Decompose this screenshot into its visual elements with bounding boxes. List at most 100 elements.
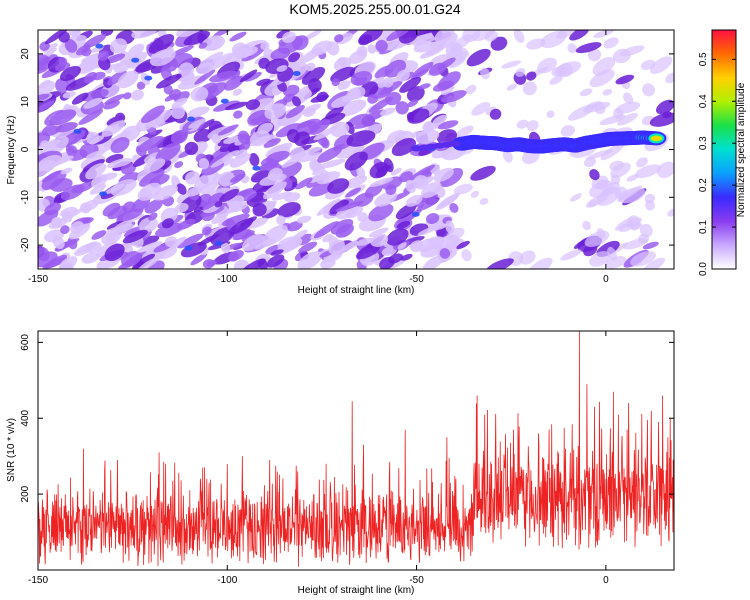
spectrogram-cell: [275, 123, 302, 138]
spectrogram-hotspot: [131, 57, 140, 63]
spectrogram-cell: [55, 122, 78, 133]
spectrogram-cell: [153, 184, 178, 201]
spectrogram-cell: [335, 204, 359, 220]
spectrogram-cell: [526, 71, 537, 81]
spectrogram-cell: [650, 56, 673, 74]
spectrogram-cell: [217, 124, 239, 136]
spectrogram-cell: [395, 101, 409, 115]
spectrogram-cell: [368, 227, 389, 238]
spectrogram-cell: [212, 30, 237, 38]
spectrogram-cell: [186, 186, 203, 197]
spectrogram-cell: [594, 102, 606, 115]
spectrogram-cell: [600, 142, 625, 161]
spectrogram-cell: [239, 141, 251, 152]
spectrogram-cell: [337, 80, 351, 90]
ridge-cell-peak: [652, 136, 661, 141]
spectrogram-cell: [106, 53, 126, 64]
bottom-x-tick-label: 0: [603, 575, 609, 586]
spectrogram-cell: [51, 216, 63, 228]
spectrogram-cell: [193, 129, 213, 143]
spectrogram-cell: [68, 30, 82, 36]
spectrogram-hotspot: [73, 128, 82, 134]
spectrogram-cell: [439, 167, 464, 188]
spectrogram-cell: [38, 100, 55, 114]
spectrogram-cell: [174, 203, 189, 213]
spectrogram-cell: [375, 39, 388, 53]
spectrogram-cell: [436, 129, 458, 145]
spectrogram-cell: [305, 62, 316, 72]
spectrogram-cell: [174, 161, 184, 169]
spectrogram-cell: [267, 167, 283, 182]
spectrogram-cell: [62, 91, 76, 99]
spectrogram-cell: [396, 69, 410, 82]
spectrogram-cell: [109, 220, 133, 238]
spectrogram-cell: [353, 120, 376, 129]
top-y-tick-label: -10: [20, 190, 31, 205]
spectrogram-cell: [356, 166, 366, 179]
spectrogram-cell: [276, 215, 286, 226]
spectrogram-cell: [358, 30, 383, 45]
spectrogram-hotspot: [186, 116, 195, 122]
spectrogram-cell: [335, 201, 364, 212]
spectrogram-cell: [479, 198, 489, 205]
spectrogram-cell: [60, 184, 85, 201]
spectrogram-cell: [122, 229, 148, 244]
spectrogram-cell: [106, 116, 124, 126]
spectrogram-cell: [334, 34, 344, 43]
spectrogram-cell: [214, 201, 223, 208]
spectrogram-cell: [412, 61, 434, 78]
spectrogram-cell: [438, 120, 459, 130]
spectrogram-cell: [420, 181, 442, 199]
spectrogram-cell: [377, 165, 392, 173]
spectrogram-cell: [390, 167, 402, 176]
spectrogram-cell: [107, 205, 128, 220]
spectrogram-cell: [329, 199, 349, 215]
spectrogram-cell: [76, 57, 100, 74]
spectrogram-cell: [102, 202, 121, 217]
spectrogram-cell: [199, 181, 218, 195]
spectrogram-cell: [233, 259, 250, 269]
spectrogram-cell: [296, 120, 312, 129]
spectrogram-cell: [602, 88, 613, 96]
spectrogram-cell: [344, 151, 368, 171]
spectrogram-cell: [170, 130, 188, 145]
spectrogram-cell: [433, 167, 454, 182]
spectrogram-cell: [197, 119, 215, 131]
spectrogram-cell: [348, 49, 368, 64]
spectrogram-hotspot: [252, 165, 261, 171]
spectrogram-cell: [302, 107, 316, 117]
spectrogram-cell: [599, 114, 626, 126]
spectrogram-cell: [379, 107, 396, 116]
spectrogram-cell: [262, 224, 288, 245]
spectrogram-cell: [81, 252, 100, 264]
bottom-y-tick-label: 200: [20, 485, 31, 502]
spectrogram-cell: [316, 171, 341, 185]
spectrogram-cell: [449, 202, 459, 213]
spectrogram-cell: [370, 234, 389, 247]
spectrogram-cell: [546, 110, 555, 119]
spectrogram-cell: [381, 246, 398, 257]
spectrogram-cell: [527, 257, 553, 269]
spectrogram-cell: [347, 113, 369, 127]
spectrogram-cell: [277, 202, 301, 218]
spectrogram-cell: [60, 206, 78, 218]
spectrogram-cell: [317, 146, 343, 163]
colorbar-label: Normalized spectral amplitude: [736, 82, 747, 217]
spectrogram-cell: [218, 171, 235, 187]
spectrogram-cell: [342, 240, 359, 251]
spectrogram-cell: [437, 194, 459, 208]
spectrogram-cell: [58, 256, 78, 269]
spectrogram-cell: [144, 199, 164, 214]
spectrogram-cell: [560, 249, 582, 261]
snr-panel: -150 -100 -50 0 200 400 600 Height of straigh…: [6, 330, 675, 596]
ridge-tail-cell: [448, 140, 461, 147]
top-y-tick-label: 20: [20, 48, 31, 60]
spectrogram-hotspot: [292, 71, 301, 77]
spectrogram-cell: [190, 253, 208, 266]
spectrogram-cell: [297, 152, 324, 163]
spectrogram-cell: [83, 33, 107, 49]
spectrogram-cell: [121, 251, 142, 267]
spectrogram-cell: [466, 48, 491, 67]
spectrogram-cell: [104, 243, 125, 262]
